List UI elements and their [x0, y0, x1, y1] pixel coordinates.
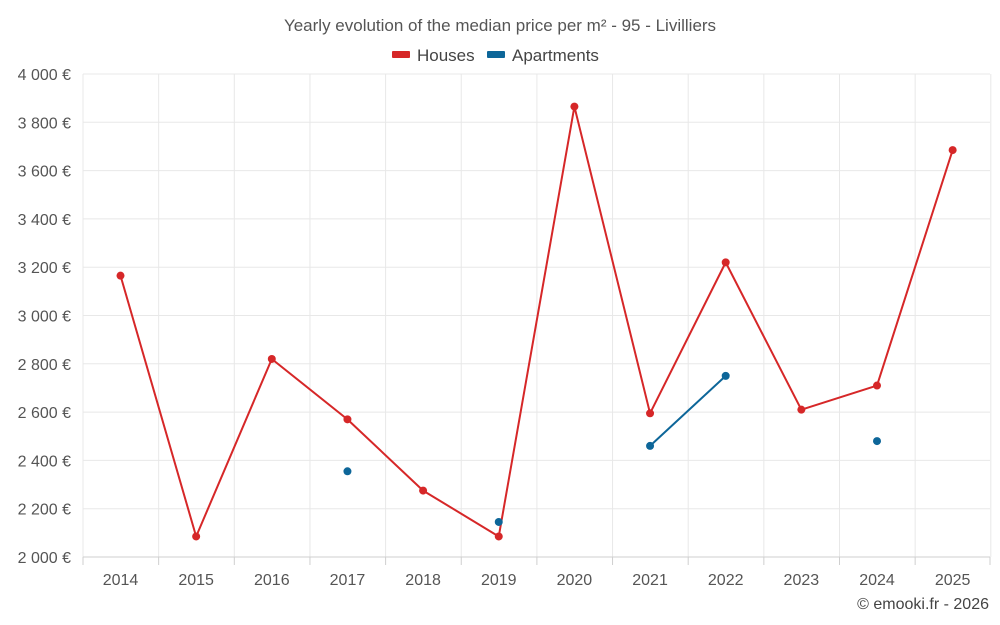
y-tick-label: 3 200 €: [18, 260, 71, 277]
x-tick-label: 2020: [557, 572, 593, 589]
houses-point[interactable]: [494, 532, 503, 541]
houses-point[interactable]: [721, 258, 730, 267]
houses-line-segment: [422, 489, 500, 538]
y-tick-label: 2 200 €: [18, 502, 71, 519]
y-axis: 2 000 € 2 200 € 2 400 € 2 600 € 2 800 € 3 000…: [18, 67, 71, 567]
apartments-point[interactable]: [646, 441, 655, 450]
x-tick-label: 2017: [330, 572, 366, 589]
y-tick-label: 3 000 €: [18, 309, 71, 326]
houses-line-segment: [195, 357, 273, 538]
houses-point[interactable]: [343, 415, 352, 424]
houses-line-segment: [649, 261, 727, 415]
houses-point[interactable]: [873, 381, 881, 390]
x-tick-label: 2023: [784, 572, 820, 589]
y-tick-label: 2 800 €: [18, 357, 71, 374]
houses-line-segment: [724, 261, 803, 411]
y-tick-label: 4 000 €: [18, 67, 71, 84]
houses-point[interactable]: [116, 271, 125, 280]
houses-point[interactable]: [570, 102, 579, 111]
grid: [82, 73, 992, 557]
houses-line-segment: [800, 384, 878, 411]
apartments-line-segment: [649, 374, 727, 447]
legend-label-apartments[interactable]: Apartments: [512, 46, 599, 65]
houses-point[interactable]: [419, 486, 428, 495]
x-tick-label: 2025: [935, 572, 971, 589]
y-tick-label: 2 600 €: [18, 405, 71, 422]
houses-line-segment: [573, 105, 652, 415]
houses-line-segment: [119, 274, 198, 538]
houses-point[interactable]: [267, 354, 276, 363]
houses-line-segment: [497, 105, 576, 538]
x-tick-label: 2021: [632, 572, 668, 589]
y-tick-label: 2 400 €: [18, 453, 71, 470]
series-layer: [116, 102, 957, 541]
houses-line-segment: [346, 418, 425, 492]
y-tick-label: 3 800 €: [18, 115, 71, 132]
legend-label-houses[interactable]: Houses: [417, 46, 475, 65]
x-tick-label: 2024: [859, 572, 895, 589]
chart-title: Yearly evolution of the median price per…: [284, 16, 716, 35]
houses-point[interactable]: [646, 409, 655, 418]
houses-point[interactable]: [797, 405, 806, 414]
apartments-point[interactable]: [873, 437, 881, 446]
credit-text: © emooki.fr - 2026: [857, 596, 989, 613]
houses-line-segment: [270, 357, 349, 421]
houses-line-segment: [876, 149, 954, 387]
x-tick-label: 2019: [481, 572, 517, 589]
y-tick-label: 3 400 €: [18, 212, 71, 229]
x-tick-label: 2022: [708, 572, 744, 589]
x-tick-label: 2014: [103, 572, 139, 589]
apartments-point[interactable]: [343, 467, 352, 476]
legend-swatch-houses: [392, 51, 410, 58]
apartments-point[interactable]: [721, 371, 730, 380]
houses-point[interactable]: [948, 146, 957, 155]
legend-swatch-apartments: [487, 51, 505, 58]
x-tick-label: 2015: [178, 572, 214, 589]
y-tick-label: 3 600 €: [18, 164, 71, 181]
houses-point[interactable]: [192, 532, 201, 541]
legend: Houses Apartments: [392, 46, 599, 65]
x-tick-label: 2016: [254, 572, 290, 589]
y-tick-label: 2 000 €: [18, 550, 71, 567]
apartments-point[interactable]: [494, 517, 503, 526]
x-tick-label: 2018: [405, 572, 441, 589]
x-axis: 2014 2015 2016 2017 2018 2019 2020 2021 2022 2023…: [82, 556, 991, 589]
